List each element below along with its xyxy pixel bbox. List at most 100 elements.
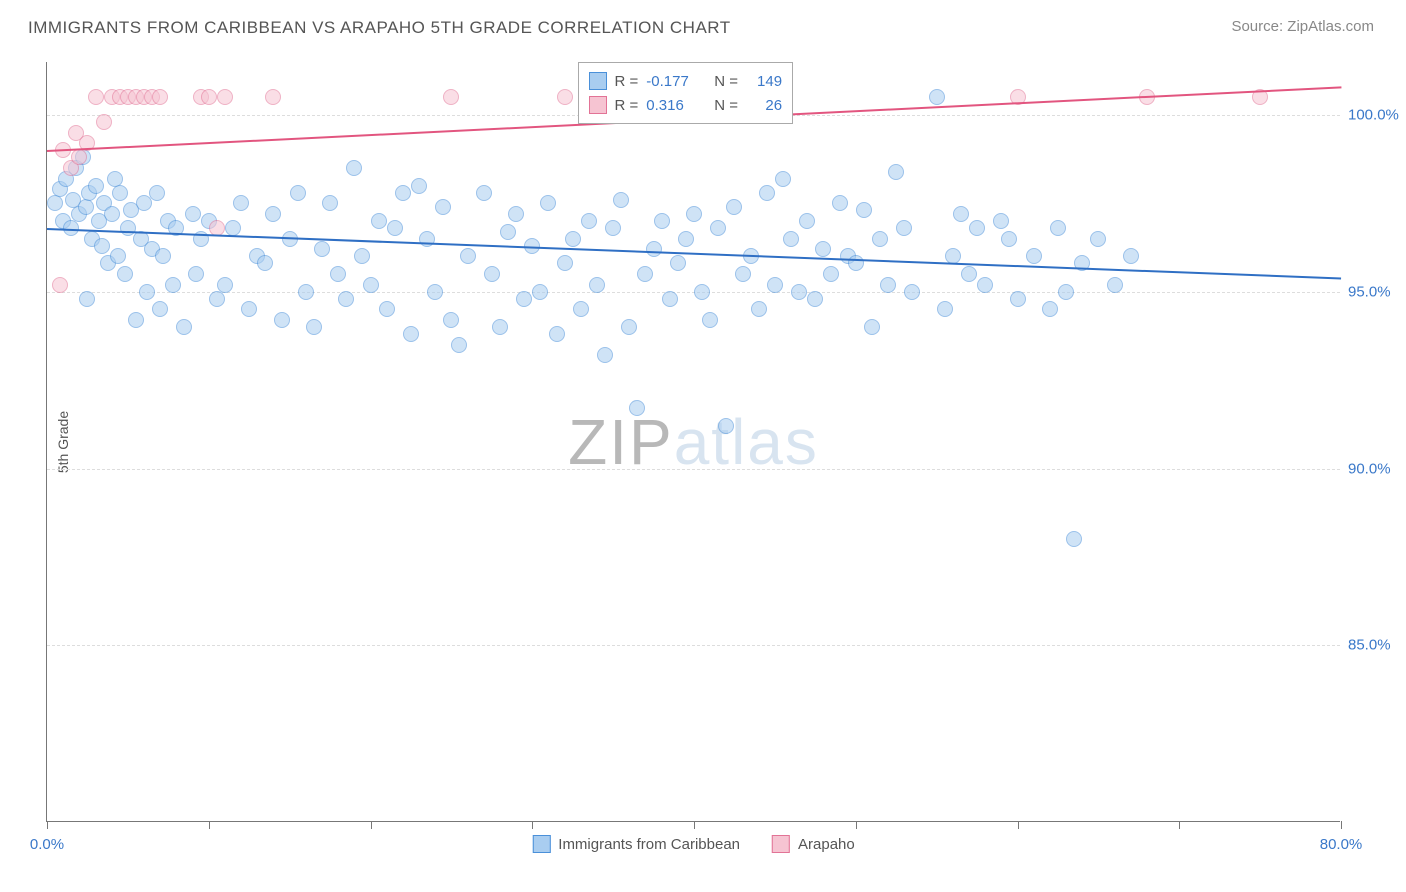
scatter-point bbox=[257, 255, 273, 271]
scatter-point bbox=[209, 291, 225, 307]
scatter-point bbox=[395, 185, 411, 201]
scatter-point bbox=[508, 206, 524, 222]
legend-bottom: Immigrants from CaribbeanArapaho bbox=[532, 835, 854, 853]
scatter-point bbox=[217, 89, 233, 105]
watermark-part1: ZIP bbox=[568, 406, 674, 478]
scatter-point bbox=[338, 291, 354, 307]
y-tick-label: 90.0% bbox=[1348, 460, 1406, 477]
scatter-point bbox=[888, 164, 904, 180]
legend-n-label: N = bbox=[714, 97, 738, 114]
scatter-point bbox=[484, 266, 500, 282]
x-tick bbox=[371, 821, 372, 829]
scatter-point bbox=[379, 301, 395, 317]
scatter-point bbox=[767, 277, 783, 293]
scatter-point bbox=[96, 114, 112, 130]
scatter-point bbox=[152, 301, 168, 317]
scatter-point bbox=[735, 266, 751, 282]
scatter-point bbox=[314, 241, 330, 257]
scatter-point bbox=[646, 241, 662, 257]
scatter-point bbox=[1123, 248, 1139, 264]
x-tick bbox=[209, 821, 210, 829]
source-label: Source: ZipAtlas.com bbox=[1231, 18, 1374, 35]
scatter-point bbox=[815, 241, 831, 257]
scatter-point bbox=[403, 326, 419, 342]
scatter-point bbox=[977, 277, 993, 293]
scatter-point bbox=[799, 213, 815, 229]
scatter-point bbox=[500, 224, 516, 240]
y-axis-label: 5th Grade bbox=[55, 410, 71, 472]
x-tick bbox=[856, 821, 857, 829]
legend-n-value: 26 bbox=[746, 97, 782, 114]
scatter-point bbox=[710, 220, 726, 236]
legend-swatch bbox=[589, 72, 607, 90]
scatter-point bbox=[751, 301, 767, 317]
scatter-point bbox=[330, 266, 346, 282]
scatter-point bbox=[165, 277, 181, 293]
scatter-point bbox=[52, 277, 68, 293]
x-tick bbox=[1018, 821, 1019, 829]
scatter-point bbox=[961, 266, 977, 282]
scatter-point bbox=[88, 178, 104, 194]
scatter-point bbox=[451, 337, 467, 353]
scatter-point bbox=[1090, 231, 1106, 247]
scatter-point bbox=[1026, 248, 1042, 264]
legend-n-value: 149 bbox=[746, 73, 782, 90]
scatter-point bbox=[363, 277, 379, 293]
legend-swatch bbox=[772, 835, 790, 853]
scatter-point bbox=[953, 206, 969, 222]
scatter-point bbox=[346, 160, 362, 176]
scatter-point bbox=[621, 319, 637, 335]
legend-r-label: R = bbox=[615, 97, 639, 114]
scatter-point bbox=[427, 284, 443, 300]
scatter-point bbox=[47, 195, 63, 211]
scatter-point bbox=[1042, 301, 1058, 317]
scatter-point bbox=[670, 255, 686, 271]
legend-stats-box: R =-0.177N =149R =0.316N =26 bbox=[578, 62, 794, 124]
scatter-point bbox=[476, 185, 492, 201]
scatter-point bbox=[88, 89, 104, 105]
scatter-point bbox=[1010, 291, 1026, 307]
scatter-point bbox=[637, 266, 653, 282]
scatter-point bbox=[1050, 220, 1066, 236]
scatter-point bbox=[540, 195, 556, 211]
scatter-point bbox=[613, 192, 629, 208]
scatter-point bbox=[557, 89, 573, 105]
chart-title: IMMIGRANTS FROM CARIBBEAN VS ARAPAHO 5TH… bbox=[28, 18, 731, 38]
scatter-point bbox=[532, 284, 548, 300]
scatter-point bbox=[306, 319, 322, 335]
y-tick-label: 100.0% bbox=[1348, 107, 1406, 124]
scatter-point bbox=[565, 231, 581, 247]
scatter-point bbox=[241, 301, 257, 317]
scatter-point bbox=[110, 248, 126, 264]
scatter-point bbox=[117, 266, 133, 282]
legend-r-label: R = bbox=[615, 73, 639, 90]
scatter-point bbox=[993, 213, 1009, 229]
scatter-point bbox=[969, 220, 985, 236]
legend-swatch bbox=[589, 96, 607, 114]
gridline-h bbox=[47, 469, 1340, 470]
scatter-point bbox=[823, 266, 839, 282]
scatter-point bbox=[188, 266, 204, 282]
y-tick-label: 85.0% bbox=[1348, 637, 1406, 654]
scatter-point bbox=[322, 195, 338, 211]
x-tick bbox=[532, 821, 533, 829]
scatter-point bbox=[104, 206, 120, 222]
scatter-point bbox=[605, 220, 621, 236]
legend-item: Immigrants from Caribbean bbox=[532, 835, 740, 853]
scatter-point bbox=[597, 347, 613, 363]
scatter-point bbox=[832, 195, 848, 211]
scatter-point bbox=[136, 195, 152, 211]
scatter-point bbox=[718, 418, 734, 434]
scatter-point bbox=[443, 89, 459, 105]
scatter-point bbox=[371, 213, 387, 229]
scatter-point bbox=[1001, 231, 1017, 247]
scatter-point bbox=[791, 284, 807, 300]
scatter-point bbox=[702, 312, 718, 328]
scatter-point bbox=[71, 149, 87, 165]
scatter-point bbox=[387, 220, 403, 236]
scatter-point bbox=[217, 277, 233, 293]
scatter-point bbox=[759, 185, 775, 201]
x-tick-label: 0.0% bbox=[30, 836, 64, 853]
scatter-point bbox=[589, 277, 605, 293]
legend-swatch bbox=[532, 835, 550, 853]
